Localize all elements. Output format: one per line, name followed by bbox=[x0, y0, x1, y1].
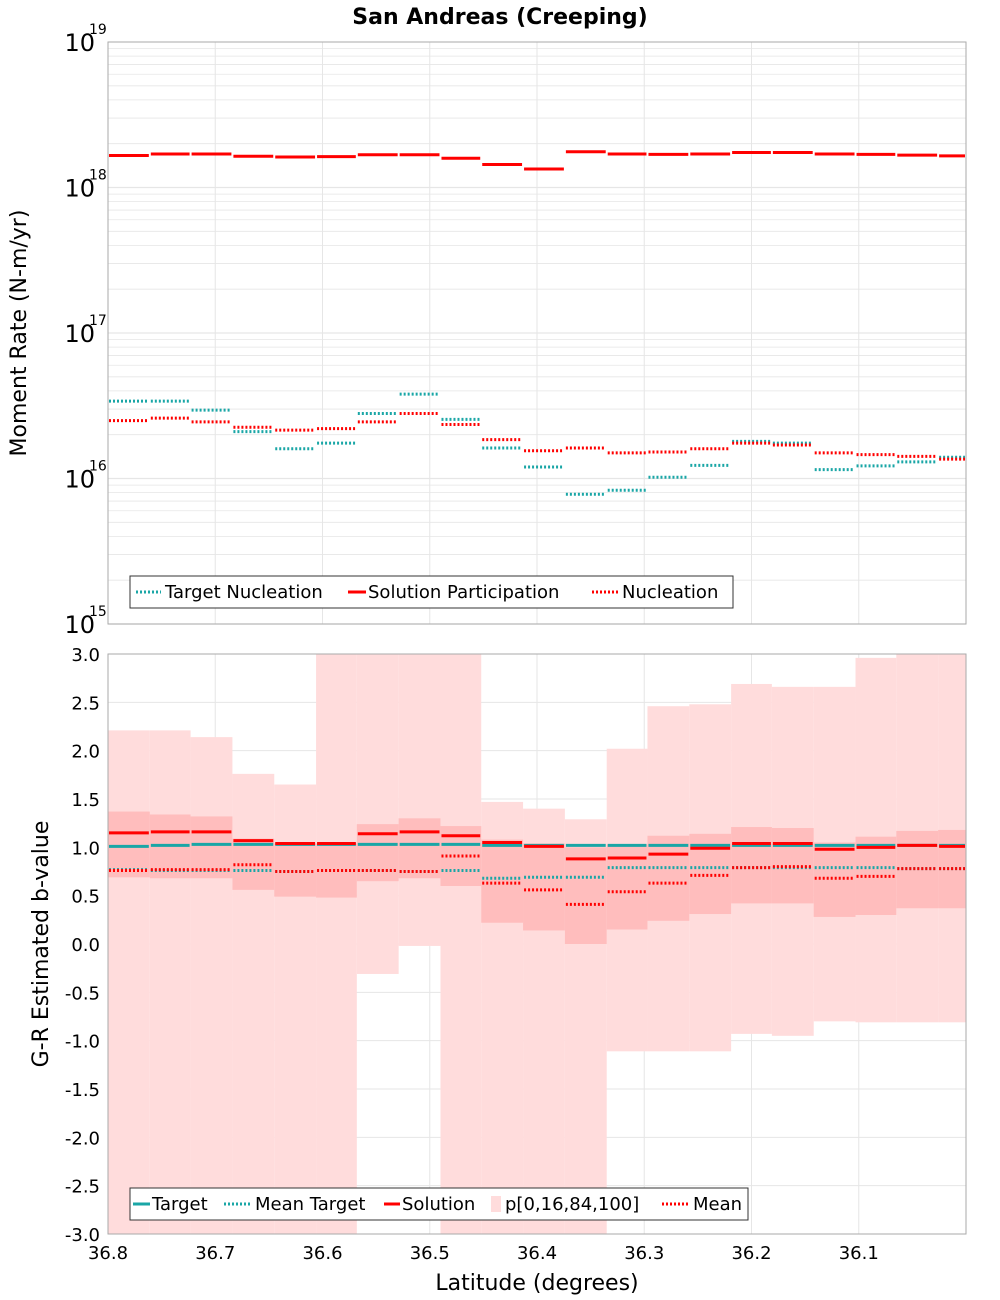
x-tick-label: 36.7 bbox=[195, 1243, 235, 1264]
x-tick-label: 36.2 bbox=[731, 1243, 771, 1264]
band-inner-segment bbox=[108, 811, 150, 878]
bottom-y-tick-label: 0.5 bbox=[71, 887, 100, 908]
bottom-x-ticks: 36.8 36.7 36.6 36.5 36.4 36.3 36.2 36.1 bbox=[88, 1243, 879, 1264]
top-y-tick-label: 10 bbox=[64, 175, 95, 203]
x-tick-label: 36.5 bbox=[410, 1243, 450, 1264]
band-inner-segment bbox=[190, 816, 233, 879]
legend-label-solution-participation: Solution Participation bbox=[368, 582, 559, 603]
bottom-y-tick-label: 0.0 bbox=[71, 935, 100, 956]
legend-label-percentile-band: p[0,16,84,100] bbox=[505, 1194, 639, 1215]
legend-swatch-percentile-band bbox=[491, 1196, 501, 1212]
top-y-tick-label: 10 bbox=[64, 611, 95, 639]
legend-label-solution: Solution bbox=[402, 1194, 475, 1215]
chart-title: San Andreas (Creeping) bbox=[352, 5, 647, 30]
bottom-legend: Target Mean Target Solution p[0,16,84,10… bbox=[129, 1187, 749, 1221]
band-outer-segment bbox=[108, 730, 150, 1234]
top-y-tick-label: 10 bbox=[64, 320, 95, 348]
bottom-y-tick-label: 1.0 bbox=[71, 838, 100, 859]
bottom-series-layer bbox=[109, 830, 965, 906]
bottom-y-tick-label: 2.5 bbox=[71, 693, 100, 714]
top-legend: Target Nucleation Solution Participation… bbox=[129, 575, 734, 609]
legend-label-mean-target: Mean Target bbox=[255, 1194, 365, 1215]
top-series-layer bbox=[109, 150, 965, 496]
band-inner-segment bbox=[481, 839, 524, 923]
top-y-tick-exponent: 17 bbox=[89, 313, 107, 329]
top-legend-box bbox=[129, 575, 734, 609]
top-y-axis-title: Moment Rate (N-m/yr) bbox=[7, 210, 32, 457]
b-value-panel: 3.0 2.5 2.0 1.5 1.0 0.5 0.0 -0.5 -1.0 -1.5 -2.0 -2.… bbox=[29, 645, 967, 1296]
band-outer-segment bbox=[398, 654, 441, 946]
band-inner-segment bbox=[731, 827, 772, 904]
band-outer-segment bbox=[149, 730, 191, 1234]
band-inner-segment bbox=[523, 843, 565, 931]
band-outer-segment bbox=[190, 737, 233, 1234]
x-tick-label: 36.4 bbox=[517, 1243, 557, 1264]
bottom-y-tick-label: -1.0 bbox=[65, 1032, 100, 1053]
bottom-y-tick-label: -2.0 bbox=[65, 1128, 100, 1149]
x-tick-label: 36.6 bbox=[302, 1243, 342, 1264]
bottom-y-tick-label: 2.0 bbox=[71, 742, 100, 763]
top-gridlines bbox=[107, 42, 966, 625]
bottom-y-tick-label: -0.5 bbox=[65, 983, 100, 1004]
bottom-y-axis-title: G-R Estimated b-value bbox=[29, 821, 54, 1068]
bottom-percentile-bands bbox=[108, 654, 966, 1234]
legend-label-mean: Mean bbox=[693, 1194, 742, 1215]
bottom-y-tick-label: -3.0 bbox=[65, 1225, 100, 1246]
band-outer-segment bbox=[356, 654, 399, 974]
band-inner-segment bbox=[398, 818, 441, 879]
top-y-tick-label: 10 bbox=[64, 29, 95, 57]
top-y-tick-exponent: 15 bbox=[89, 604, 107, 620]
x-axis-title: Latitude (degrees) bbox=[435, 1271, 638, 1296]
band-outer-segment bbox=[316, 654, 357, 1234]
top-y-tick-exponent: 19 bbox=[89, 22, 107, 38]
bottom-plot-frame bbox=[107, 653, 967, 1235]
top-y-tick-exponent: 18 bbox=[89, 168, 107, 184]
band-outer-segment bbox=[440, 654, 482, 1234]
legend-label-nucleation: Nucleation bbox=[622, 582, 718, 603]
bottom-y-ticks: 3.0 2.5 2.0 1.5 1.0 0.5 0.0 -0.5 -1.0 -1.5 -2.0 -2.… bbox=[65, 645, 100, 1246]
legend-label-target-nucleation: Target Nucleation bbox=[164, 582, 323, 603]
legend-label-target: Target bbox=[151, 1194, 208, 1215]
bottom-y-tick-label: 3.0 bbox=[71, 645, 100, 666]
top-y-tick-label: 10 bbox=[64, 466, 95, 494]
top-y-tick-exponent: 16 bbox=[89, 459, 107, 475]
x-tick-label: 36.1 bbox=[839, 1243, 879, 1264]
bottom-y-tick-label: -1.5 bbox=[65, 1080, 100, 1101]
bottom-y-tick-label: -2.5 bbox=[65, 1177, 100, 1198]
top-plot-frame bbox=[107, 41, 967, 625]
x-tick-label: 36.3 bbox=[624, 1243, 664, 1264]
band-inner-segment bbox=[647, 835, 690, 921]
band-inner-segment bbox=[564, 847, 607, 944]
bottom-y-tick-label: 1.5 bbox=[71, 790, 100, 811]
x-tick-label: 36.8 bbox=[88, 1243, 128, 1264]
